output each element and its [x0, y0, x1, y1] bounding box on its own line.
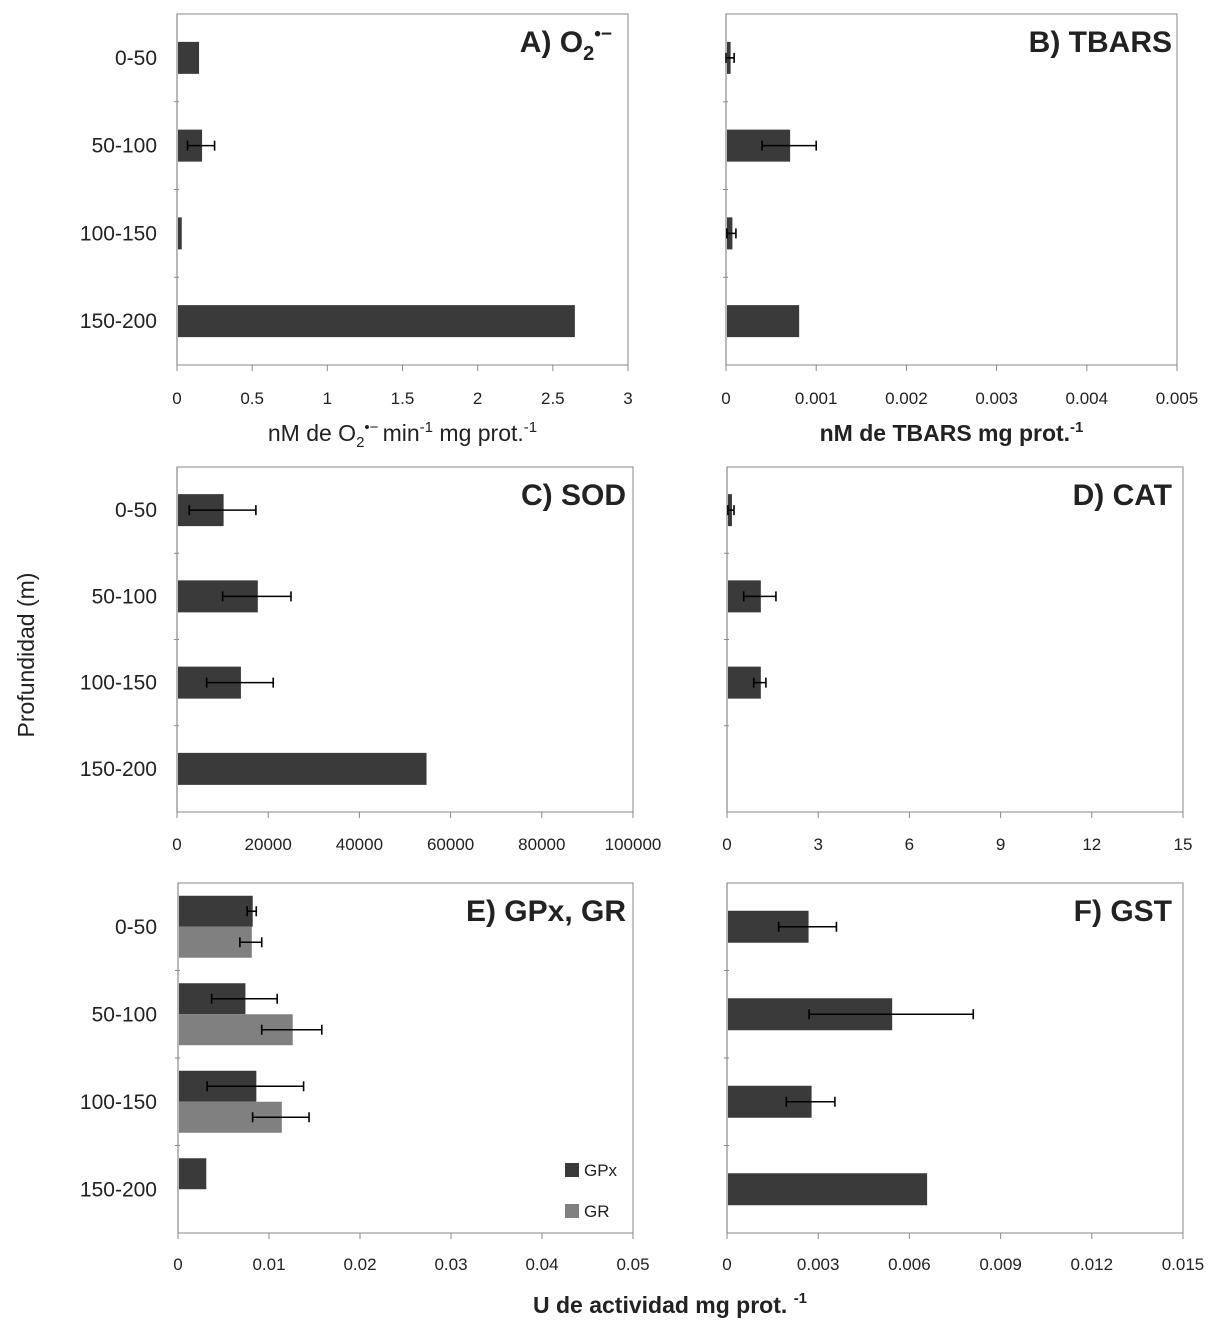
- x-tick-label: 0: [722, 835, 731, 854]
- y-axis-label: Profundidad (m): [13, 573, 39, 738]
- x-tick-label: 0.006: [888, 1255, 931, 1274]
- bar: [179, 1158, 207, 1190]
- x-tick-label: 1: [323, 389, 332, 408]
- panel-title: C) SOD: [521, 479, 626, 512]
- x-tick-label: 3: [813, 835, 822, 854]
- bar: [728, 1173, 928, 1206]
- x-tick-label: 0.5: [240, 389, 264, 408]
- x-tick-label: 2: [473, 389, 482, 408]
- x-tick-label: 0.003: [797, 1255, 840, 1274]
- x-tick-label: 6: [905, 835, 914, 854]
- legend-swatch: [565, 1204, 579, 1218]
- x-axis-label: nM de TBARS mg prot.-1: [820, 419, 1084, 446]
- panel-title-sup: •−: [594, 24, 612, 45]
- plot-frame: [726, 466, 1184, 813]
- panel-title-main: F) GST: [1074, 895, 1172, 928]
- x-tick-label: 0.001: [795, 389, 838, 408]
- x-tick-label: 0.03: [434, 1255, 467, 1274]
- shared-x-axis-label: U de actividad mg prot. -1: [533, 1290, 807, 1318]
- x-tick-label: 0: [721, 389, 730, 408]
- panel-title-sub: 2: [583, 43, 594, 65]
- bar: [727, 305, 800, 338]
- x-axis-label-part: nM de O: [268, 420, 356, 446]
- panel-title: D) CAT: [1073, 479, 1172, 512]
- category-label: 150-200: [80, 1178, 157, 1201]
- category-label: 150-200: [80, 310, 157, 333]
- x-tick-label: 0.01: [252, 1255, 285, 1274]
- panel-1: 0 0.5 1 1.5 2 2.5 3 0-50 50-100 100-150 150-200 A) …: [80, 13, 633, 451]
- category-label: 50-100: [92, 1003, 157, 1026]
- bar: [178, 41, 200, 74]
- x-tick-label: 0.009: [979, 1255, 1022, 1274]
- x-tick-label: 3: [623, 389, 632, 408]
- category-label: 100-150: [80, 222, 157, 245]
- category-label: 150-200: [80, 758, 157, 781]
- x-tick-label: 40000: [336, 835, 383, 854]
- x-axis-label-part: -1: [1070, 419, 1083, 436]
- x-tick-label: 0: [173, 1255, 182, 1274]
- panel-title: A) O2•−: [520, 24, 612, 65]
- x-axis-label-part: min: [383, 420, 420, 446]
- category-label: 100-150: [80, 1091, 157, 1114]
- category-label: 50-100: [92, 135, 157, 158]
- panel-4: 0 3 6 9 12 15 D) CAT: [722, 466, 1193, 854]
- panel-title: E) GPx, GR: [466, 895, 626, 928]
- category-label: 0-50: [115, 47, 157, 70]
- x-tick-label: 20000: [245, 835, 292, 854]
- x-tick-label: 0.004: [1066, 389, 1109, 408]
- x-tick-label: 0: [172, 835, 181, 854]
- x-tick-label: 60000: [427, 835, 474, 854]
- x-axis-label-part: -1: [524, 419, 537, 436]
- x-axis-label: nM de O2•− min-1 mg prot.-1: [268, 419, 537, 451]
- panel-title: B) TBARS: [1029, 26, 1172, 59]
- x-tick-label: 80000: [518, 835, 565, 854]
- x-tick-label: 0.05: [616, 1255, 649, 1274]
- x-tick-label: 2.5: [541, 389, 565, 408]
- x-axis-label-part: 2: [356, 434, 364, 451]
- x-tick-label: 0: [722, 1255, 731, 1274]
- x-tick-label: 0: [172, 389, 181, 408]
- category-label: 50-100: [92, 585, 157, 608]
- x-axis-label-part: •−: [364, 419, 382, 436]
- shared-x-axis-label-main: U de actividad mg prot.: [533, 1292, 787, 1318]
- category-label: 0-50: [115, 499, 157, 522]
- x-tick-label: 0.005: [1156, 389, 1199, 408]
- bar: [178, 305, 575, 338]
- panel-title: F) GST: [1074, 895, 1172, 928]
- panel-title-main: D) CAT: [1073, 479, 1172, 512]
- bar: [178, 752, 427, 785]
- panel-2: 0 0.001 0.002 0.003 0.004 0.005 B) TBARS nM de …: [721, 13, 1199, 446]
- x-axis-label-part: nM de TBARS mg prot.: [820, 420, 1070, 446]
- panel-title-main: E) GPx, GR: [466, 895, 626, 928]
- x-axis-label-part: mg prot.: [433, 420, 524, 446]
- bar: [179, 895, 253, 927]
- panel-title-main: B) TBARS: [1029, 26, 1172, 59]
- panel-6: 0 0.003 0.006 0.009 0.012 0.015 F) GST: [722, 882, 1205, 1274]
- panel-5: 0 0.01 0.02 0.03 0.04 0.05 0-50 50-100 100-150 15…: [80, 882, 650, 1274]
- panel-title-main: A) O: [520, 26, 583, 59]
- x-tick-label: 15: [1174, 835, 1193, 854]
- x-tick-label: 0.015: [1162, 1255, 1205, 1274]
- panel-3: 0 20000 40000 60000 80000 100000 0-50 50-100 100…: [80, 466, 662, 854]
- shared-x-axis-label-sup: -1: [794, 1290, 807, 1307]
- x-tick-label: 100000: [605, 835, 662, 854]
- x-tick-label: 0.012: [1071, 1255, 1114, 1274]
- x-axis-label-part: -1: [420, 419, 433, 436]
- legend-swatch: [565, 1163, 579, 1177]
- x-tick-label: 0.002: [885, 389, 928, 408]
- category-label: 100-150: [80, 672, 157, 695]
- legend-label: GPx: [584, 1161, 618, 1180]
- x-tick-label: 12: [1082, 835, 1101, 854]
- bar: [178, 217, 182, 250]
- x-tick-label: 9: [996, 835, 1005, 854]
- legend-label: GR: [584, 1202, 610, 1221]
- x-tick-label: 0.003: [975, 389, 1018, 408]
- x-tick-label: 1.5: [391, 389, 415, 408]
- panel-title-main: C) SOD: [521, 479, 626, 512]
- x-tick-label: 0.02: [343, 1255, 376, 1274]
- x-tick-label: 0.04: [525, 1255, 558, 1274]
- category-label: 0-50: [115, 916, 157, 939]
